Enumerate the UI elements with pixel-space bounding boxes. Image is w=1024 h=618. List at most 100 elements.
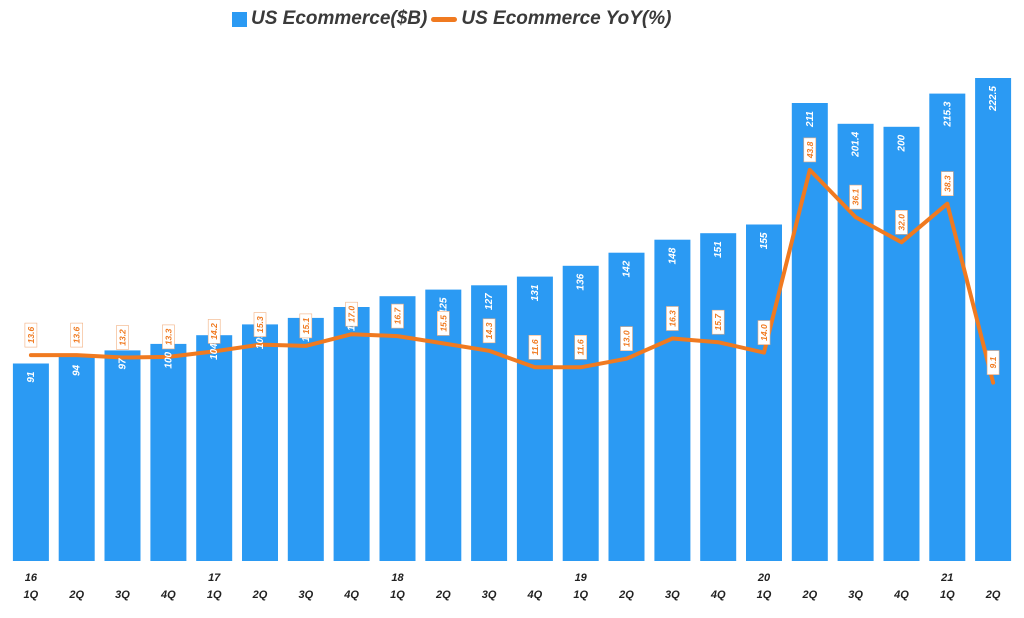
yoy-point-2: 13.2 — [116, 325, 129, 350]
bar-16 — [746, 224, 782, 561]
bar-20 — [929, 93, 966, 561]
yoy-value-label-9: 15.5 — [438, 315, 448, 332]
yoy-label-box-6 — [299, 313, 313, 339]
bar-value-label-11: 131 — [530, 284, 541, 301]
yoy-point-17: 43.8 — [803, 137, 817, 163]
yoy-point-12: 11.6 — [574, 334, 588, 360]
bar-1 — [58, 356, 95, 561]
bar-value-label-0: 91 — [26, 371, 37, 383]
yoy-label-box-10 — [482, 318, 496, 344]
yoy-value-label-6: 15.1 — [301, 317, 311, 334]
bar-value-label-2: 97 — [118, 358, 129, 370]
yoy-value-label-11: 11.6 — [530, 339, 540, 355]
legend-line-label: US Ecommerce YoY(%) — [461, 8, 672, 29]
yoy-value-label-13: 13.0 — [622, 330, 632, 347]
x-tick-year-4: 17 — [208, 572, 221, 584]
bar-value-label-10: 127 — [484, 293, 495, 310]
yoy-label-box-1 — [70, 322, 83, 348]
yoy-value-label-14: 16.3 — [667, 310, 677, 327]
bar-14 — [654, 239, 691, 561]
yoy-value-label-1: 13.6 — [72, 327, 82, 344]
x-tick-quarter-7: 4Q — [343, 589, 359, 601]
x-tick-quarter-6: 3Q — [298, 589, 313, 601]
x-tick-year-8: 18 — [391, 572, 404, 584]
yoy-value-label-4: 14.2 — [209, 323, 219, 340]
x-tick-quarter-19: 4Q — [893, 589, 909, 601]
yoy-point-16: 14.0 — [757, 320, 771, 345]
bar-6 — [287, 317, 324, 561]
x-tick-quarter-20: 1Q — [940, 589, 955, 601]
yoy-point-1: 13.6 — [70, 322, 83, 348]
x-tick-quarter-18: 3Q — [848, 589, 863, 601]
x-tick-quarter-1: 2Q — [68, 589, 84, 601]
yoy-point-5: 15.3 — [253, 312, 267, 337]
yoy-point-14: 16.3 — [666, 306, 679, 331]
yoy-label-group: 13.6 13.6 13.2 13.3 14.2 15.3 15.1 17.0 16.7 15.5… — [24, 137, 1000, 375]
bar-series — [12, 78, 1012, 562]
bar-value-label-21: 222.5 — [988, 86, 999, 112]
yoy-point-11: 11.6 — [528, 334, 542, 360]
x-tick-year-20: 21 — [940, 572, 953, 584]
x-tick-quarter-8: 1Q — [390, 589, 405, 601]
yoy-value-label-5: 15.3 — [255, 316, 265, 333]
yoy-label-box-13 — [620, 326, 633, 352]
yoy-value-label-18: 36.1 — [851, 189, 861, 206]
x-tick-quarter-13: 2Q — [618, 589, 634, 601]
x-tick-quarter-2: 3Q — [115, 589, 130, 601]
bar-11 — [516, 276, 553, 561]
legend-item-ecommerce: US Ecommerce($B) — [232, 8, 427, 30]
yoy-label-box-17 — [803, 137, 817, 163]
yoy-value-label-17: 43.8 — [805, 141, 815, 159]
yoy-value-label-15: 15.7 — [713, 313, 723, 331]
yoy-point-0: 13.6 — [24, 322, 38, 348]
x-axis-ticks: 16 1Q 2Q 3Q 4Q 17 1Q 2Q 3Q 4Q 18 1Q 2Q 3Q 4Q 19 1Q 2Q 3Q 4Q… — [24, 572, 1001, 601]
bar-value-label-1: 94 — [72, 364, 83, 376]
x-tick-quarter-16: 1Q — [757, 589, 772, 601]
yoy-value-label-0: 13.6 — [26, 327, 36, 344]
x-tick-quarter-15: 4Q — [710, 589, 726, 601]
bar-5 — [242, 324, 278, 561]
yoy-label-box-18 — [849, 184, 862, 210]
yoy-point-6: 15.1 — [299, 313, 313, 339]
x-tick-quarter-12: 1Q — [573, 589, 588, 601]
yoy-label-box-19 — [895, 210, 908, 235]
yoy-label-box-8 — [391, 303, 404, 329]
yoy-value-label-2: 13.2 — [118, 329, 128, 346]
yoy-point-3: 13.3 — [162, 324, 175, 350]
bar-value-label-12: 136 — [576, 273, 587, 290]
x-tick-year-16: 20 — [757, 572, 771, 584]
yoy-point-4: 14.2 — [207, 319, 221, 344]
yoy-label-box-2 — [116, 325, 129, 350]
bar-value-label-14: 148 — [667, 247, 678, 264]
yoy-point-18: 36.1 — [849, 184, 862, 210]
yoy-label-box-4 — [207, 319, 221, 344]
yoy-value-label-7: 17.0 — [347, 306, 357, 323]
yoy-point-10: 14.3 — [482, 318, 496, 344]
yoy-label-box-0 — [24, 322, 38, 348]
bar-2 — [104, 350, 141, 561]
bar-value-label-20: 215.3 — [942, 101, 953, 127]
yoy-value-label-8: 16.7 — [393, 307, 403, 325]
x-tick-quarter-9: 2Q — [435, 589, 451, 601]
yoy-point-7: 17.0 — [345, 301, 358, 327]
bar-8 — [379, 296, 416, 561]
bar-0 — [12, 363, 49, 561]
yoy-label-box-11 — [528, 334, 542, 360]
line-series-group — [28, 167, 996, 385]
bar-4 — [196, 335, 233, 561]
yoy-label-box-20 — [940, 171, 954, 196]
yoy-line — [28, 167, 996, 385]
bar-value-label-18: 201.4 — [851, 131, 862, 157]
x-tick-quarter-5: 2Q — [252, 589, 268, 601]
yoy-label-box-5 — [253, 312, 267, 337]
x-tick-year-12: 19 — [575, 572, 588, 584]
yoy-point-8: 16.7 — [391, 303, 404, 329]
yoy-value-label-20: 38.3 — [942, 175, 952, 192]
bar-value-label-19: 200 — [897, 134, 908, 152]
x-tick-quarter-3: 4Q — [160, 589, 176, 601]
yoy-value-label-12: 11.6 — [576, 339, 586, 355]
x-tick-quarter-10: 3Q — [482, 589, 497, 601]
bar-21 — [975, 78, 1012, 561]
yoy-point-13: 13.0 — [620, 326, 633, 352]
